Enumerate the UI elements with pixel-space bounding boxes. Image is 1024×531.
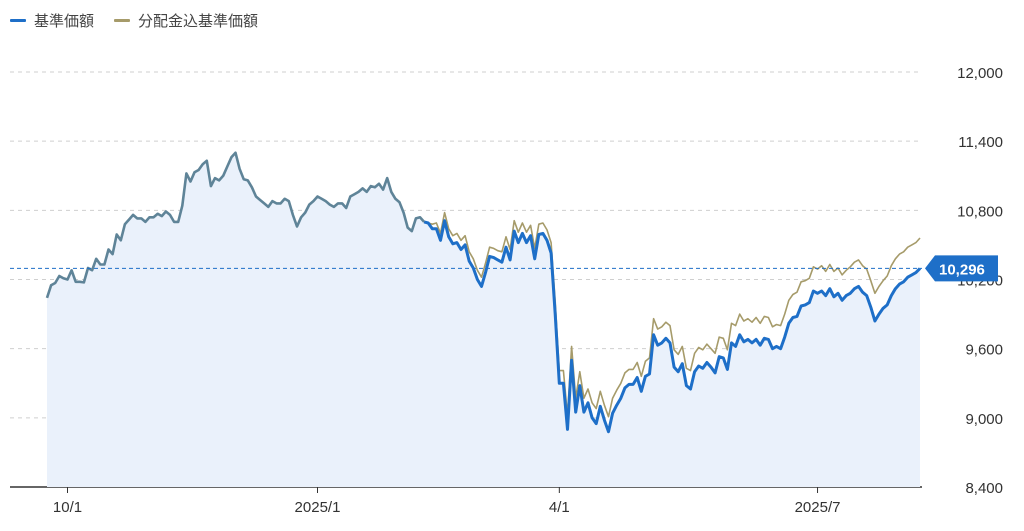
legend: 基準価額 分配金込基準価額 [10,10,258,31]
x-tick-label: 2025/7 [795,499,841,516]
series-line-nav [423,219,922,434]
y-tick-label: 12,000 [957,65,1003,82]
legend-item-nav-with-dividends[interactable]: 分配金込基準価額 [114,10,258,31]
x-tick-label: 10/1 [53,499,82,516]
x-tick-label: 4/1 [549,499,570,516]
y-tick-label: 8,400 [965,480,1003,497]
legend-label-nav: 基準価額 [34,13,95,30]
y-tick-label: 9,000 [965,411,1003,428]
y-tick-label: 9,600 [965,342,1003,359]
x-tick-label: 2025/1 [295,499,341,516]
current-value-label: 10,296 [939,261,985,278]
current-value-marker: 10,296 [925,255,998,282]
legend-item-nav[interactable]: 基準価額 [10,10,94,31]
current-value-badge [925,255,998,282]
area-fill [47,152,920,487]
y-tick-label: 11,400 [958,134,1003,151]
legend-label-nav-with-dividends: 分配金込基準価額 [138,13,259,30]
y-tick-label: 10,800 [957,203,1003,220]
nav-area [47,152,920,487]
legend-swatch-nav-with-dividends [114,19,131,22]
x-axis-ticks: 10/1 2025/1 4/1 2025/7 [53,487,841,516]
legend-swatch-nav [10,19,26,22]
series-line-shared [45,151,426,299]
